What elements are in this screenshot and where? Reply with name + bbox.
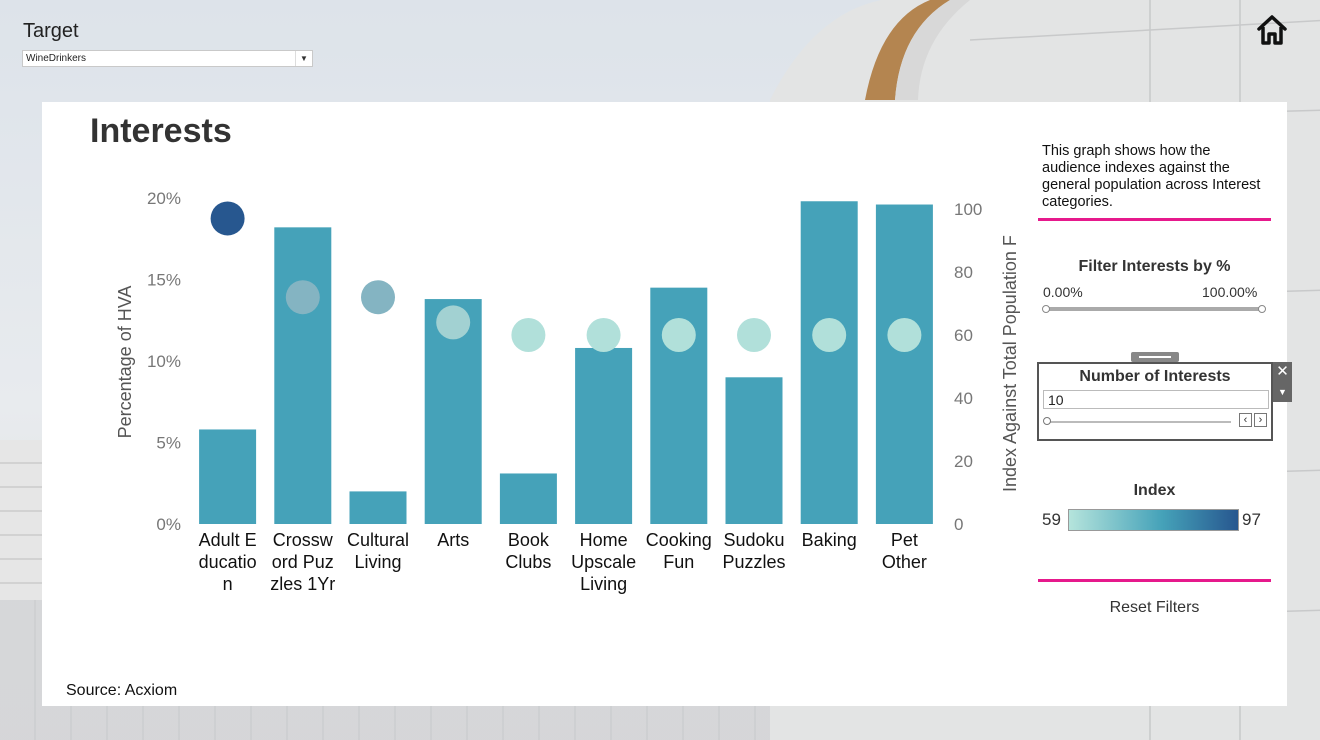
index-dot	[511, 318, 546, 352]
x-tick-label: zles 1Yr	[270, 574, 335, 594]
filter-range-max-handle[interactable]	[1258, 305, 1266, 313]
y-tick-label: 10%	[147, 352, 181, 371]
interests-chart: 0% 5% 10% 15% 20% 0 20 40 60 80 100 Percentage of H…	[115, 189, 1020, 594]
index-dot	[210, 201, 245, 236]
index-dot	[661, 318, 696, 352]
target-dropdown[interactable]: WineDrinkers ▼	[22, 50, 313, 67]
source-note: Source: Acxiom	[66, 682, 178, 699]
index-dot	[436, 305, 471, 340]
number-of-interests-control: Number of Interests 10 ‹ ›	[1037, 362, 1273, 441]
x-tick-label: Home	[580, 530, 628, 550]
x-tick-label: Fun	[663, 552, 694, 572]
index-dot	[361, 280, 395, 315]
drag-handle[interactable]	[1131, 352, 1179, 362]
y-tick-label: 0%	[156, 515, 181, 534]
x-tick-label: Puzzles	[722, 552, 785, 572]
number-of-interests-slider[interactable]	[1047, 421, 1231, 423]
index-dot	[586, 318, 621, 352]
y-tick-label: 15%	[147, 271, 181, 290]
page-title: Interests	[90, 112, 232, 150]
y-axis-title: Percentage of HVA	[115, 286, 135, 439]
bar	[199, 429, 257, 524]
control-side-menu: ✕ ▼	[1273, 362, 1292, 402]
x-tick-label: Living	[580, 574, 627, 594]
index-dot	[812, 318, 847, 352]
filter-range-slider[interactable]	[1046, 307, 1263, 311]
x-tick-label: Pet	[891, 530, 918, 550]
x-tick-label: ord Puz	[272, 552, 334, 572]
x-tick-label: Baking	[802, 530, 857, 550]
x-tick-label: Sudoku	[723, 530, 784, 550]
y2-tick-label: 20	[954, 452, 973, 471]
divider-bottom	[1038, 579, 1271, 582]
y2-tick-label: 40	[954, 389, 973, 408]
index-legend-min: 59	[1042, 510, 1061, 529]
bar	[274, 227, 332, 524]
home-icon[interactable]	[1254, 12, 1290, 48]
index-dot	[887, 318, 922, 352]
bar	[575, 347, 633, 524]
index-legend-max: 97	[1242, 510, 1261, 529]
target-dropdown-value: WineDrinkers	[26, 53, 87, 64]
interests-panel: Interests 0% 5% 10% 15% 20% 0 20 40 60 80 100 Perce…	[42, 102, 1292, 706]
x-tick-label: Cooking	[646, 530, 712, 550]
background-wall-left	[0, 440, 45, 600]
x-tick-label: Upscale	[571, 552, 636, 572]
target-label: Target	[23, 20, 79, 42]
filter-max-value: 100.00%	[1202, 284, 1258, 300]
x-tick-label: Cultural	[347, 530, 409, 550]
bar	[499, 473, 557, 524]
bar	[725, 377, 783, 524]
number-of-interests-handle[interactable]	[1043, 417, 1051, 425]
chevron-left-icon[interactable]: ‹	[1239, 413, 1252, 427]
index-dot	[737, 318, 771, 352]
y-tick-label: 20%	[147, 189, 181, 208]
chart-description: This graph shows how the audience indexe…	[1042, 143, 1261, 210]
index-dot	[285, 280, 320, 315]
bar	[349, 491, 407, 524]
x-tick-label: Living	[354, 552, 401, 572]
filter-title: Filter Interests by %	[1078, 258, 1231, 275]
index-color-ramp	[1068, 509, 1239, 531]
filter-min-value: 0.00%	[1043, 284, 1083, 300]
x-tick-label: n	[223, 574, 233, 594]
y-tick-label: 5%	[156, 434, 181, 453]
x-tick-label: Arts	[437, 530, 469, 550]
bar	[875, 204, 933, 524]
x-tick-label: Adult E	[199, 530, 257, 550]
y2-tick-label: 60	[954, 326, 973, 345]
y2-tick-label: 80	[954, 263, 973, 282]
close-icon[interactable]: ✕	[1276, 363, 1289, 380]
number-of-interests-input[interactable]: 10	[1043, 390, 1269, 409]
x-tick-label: Clubs	[505, 552, 551, 572]
chevron-right-icon[interactable]: ›	[1254, 413, 1267, 427]
divider-top	[1038, 218, 1271, 221]
x-tick-label: ducatio	[199, 552, 257, 572]
x-tick-label: Crossw	[273, 530, 334, 550]
chevron-down-icon[interactable]: ▼	[295, 51, 312, 66]
bar	[800, 201, 858, 524]
x-tick-label: Book	[508, 530, 550, 550]
y2-axis-title: Index Against Total Population F	[1000, 235, 1020, 492]
y2-tick-label: 100	[954, 200, 982, 219]
index-legend-title: Index	[1133, 482, 1176, 499]
reset-filters-button[interactable]: Reset Filters	[1109, 599, 1200, 616]
caret-down-icon[interactable]: ▼	[1278, 387, 1287, 397]
filter-range-min-handle[interactable]	[1042, 305, 1050, 313]
number-of-interests-title: Number of Interests	[1079, 368, 1231, 385]
x-tick-label: Other	[882, 552, 927, 572]
y2-tick-label: 0	[954, 515, 963, 534]
